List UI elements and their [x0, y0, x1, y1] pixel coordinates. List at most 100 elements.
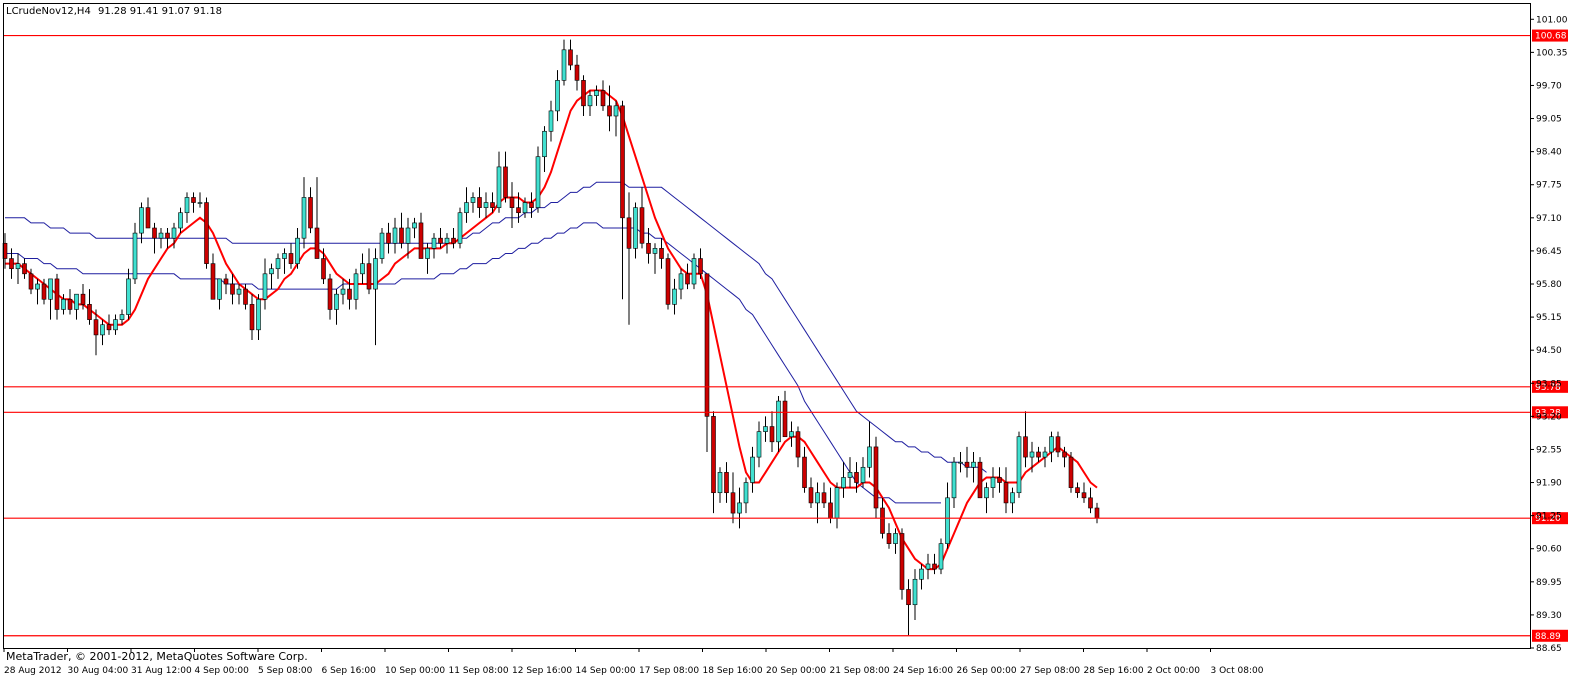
- level-price-label: 88.89: [1535, 632, 1561, 642]
- candle-body-bull: [834, 487, 840, 519]
- candle-body-bull: [496, 166, 502, 208]
- candle-body-bear: [932, 563, 937, 570]
- candle-body-bear: [204, 202, 209, 264]
- candle: [165, 228, 170, 249]
- candle: [503, 151, 508, 203]
- candle: [171, 222, 177, 249]
- candle-body-bear: [782, 400, 788, 438]
- candle: [1036, 446, 1041, 463]
- candle: [399, 212, 404, 249]
- candle-body-bull: [35, 283, 40, 290]
- candle: [620, 100, 625, 300]
- candle: [321, 248, 326, 284]
- candle: [80, 284, 86, 310]
- candle-body-bull: [132, 232, 138, 280]
- fast-ma-line: [5, 89, 1098, 571]
- candle-body-bull: [815, 492, 820, 504]
- time-tick-label: 17 Sep 08:00: [639, 666, 699, 676]
- candle: [28, 268, 34, 295]
- candle: [711, 411, 716, 514]
- candle-body-bear: [639, 207, 645, 244]
- time-tick-label: 26 Sep 00:00: [957, 666, 1017, 676]
- candle-body-bull: [178, 212, 183, 229]
- candle: [418, 212, 424, 259]
- horizontal-levels[interactable]: 100.68 93.78 93.28 91.20 88.89: [4, 29, 1568, 642]
- price-axis[interactable]: 101.00 100.35 99.70 99.05 98.40 97.75 97.10 96.…: [1530, 15, 1568, 654]
- candle: [704, 273, 710, 452]
- candle: [223, 273, 229, 295]
- plot-frame: [3, 3, 1531, 649]
- candle: [789, 421, 794, 447]
- time-axis[interactable]: 28 Aug 2012 30 Aug 04:00 31 Aug 12:00 4 Sep…: [3, 648, 1264, 676]
- candle: [808, 477, 814, 508]
- candle-body-bull: [61, 298, 66, 310]
- candle: [269, 263, 274, 290]
- candle-body-bull: [912, 578, 918, 606]
- candle: [893, 528, 898, 554]
- time-tick-label: 20 Sep 00:00: [766, 666, 826, 676]
- time-tick-label: 18 Sep 16:00: [703, 666, 763, 676]
- candle-body-bull: [171, 227, 177, 239]
- candle-body-bear: [607, 105, 612, 117]
- price-tick-label: 93.85: [1536, 379, 1562, 389]
- candle: [457, 207, 463, 249]
- candle: [678, 268, 684, 300]
- candle: [665, 253, 671, 310]
- candle-body-bear: [243, 288, 248, 305]
- candle: [386, 222, 391, 254]
- candle: [191, 192, 196, 213]
- candle-body-bear: [1062, 451, 1067, 458]
- candle-body-bear: [509, 197, 515, 208]
- price-tick-label: 95.80: [1536, 280, 1562, 290]
- candle-body-bear: [93, 319, 99, 336]
- candle: [769, 411, 775, 452]
- candle: [906, 579, 911, 636]
- candle-body-bull: [48, 278, 53, 300]
- candle: [626, 192, 632, 325]
- candle: [236, 284, 242, 305]
- candle-body-bull: [691, 258, 697, 285]
- candle-body-bear: [529, 202, 534, 208]
- candle-body-bull: [717, 472, 723, 494]
- candle-body-bull: [470, 197, 476, 203]
- candle-body-bear: [821, 492, 827, 504]
- level-price-tag: [1532, 512, 1568, 525]
- candle: [724, 462, 729, 503]
- candle-body-bull: [750, 456, 755, 483]
- candle: [451, 228, 456, 249]
- candle: [15, 253, 21, 284]
- candle: [574, 54, 580, 91]
- candle: [860, 457, 866, 488]
- candle-body-bull: [522, 202, 528, 214]
- candle: [802, 446, 807, 493]
- price-tick-label: 90.60: [1536, 545, 1562, 555]
- candle-body-bull: [379, 232, 385, 259]
- candle: [106, 314, 112, 335]
- candle: [184, 192, 190, 223]
- candle: [217, 278, 222, 310]
- candle: [41, 278, 47, 305]
- candle-body-bear: [67, 298, 73, 310]
- candle-body-bull: [555, 80, 560, 112]
- candle-body-bull: [295, 237, 300, 264]
- level-price-label: 93.28: [1535, 408, 1561, 418]
- candle: [912, 569, 918, 620]
- candle-body-bull: [1049, 436, 1054, 453]
- candle: [925, 553, 931, 580]
- candle-body-bull: [587, 95, 593, 107]
- candle-body-bear: [802, 456, 807, 488]
- candle: [334, 289, 339, 325]
- candle-body-bear: [288, 253, 294, 264]
- time-tick-label: 3 Oct 08:00: [1211, 666, 1264, 676]
- candle: [178, 207, 183, 234]
- candle-body-bear: [399, 227, 404, 244]
- candle: [509, 182, 515, 228]
- candle-body-bull: [74, 293, 79, 310]
- candle-body-bear: [880, 507, 885, 534]
- candle-body-bull: [938, 543, 944, 570]
- candle-body-bear: [873, 446, 879, 509]
- candle-body-bear: [795, 431, 801, 458]
- price-tick-label: 93.20: [1536, 412, 1562, 422]
